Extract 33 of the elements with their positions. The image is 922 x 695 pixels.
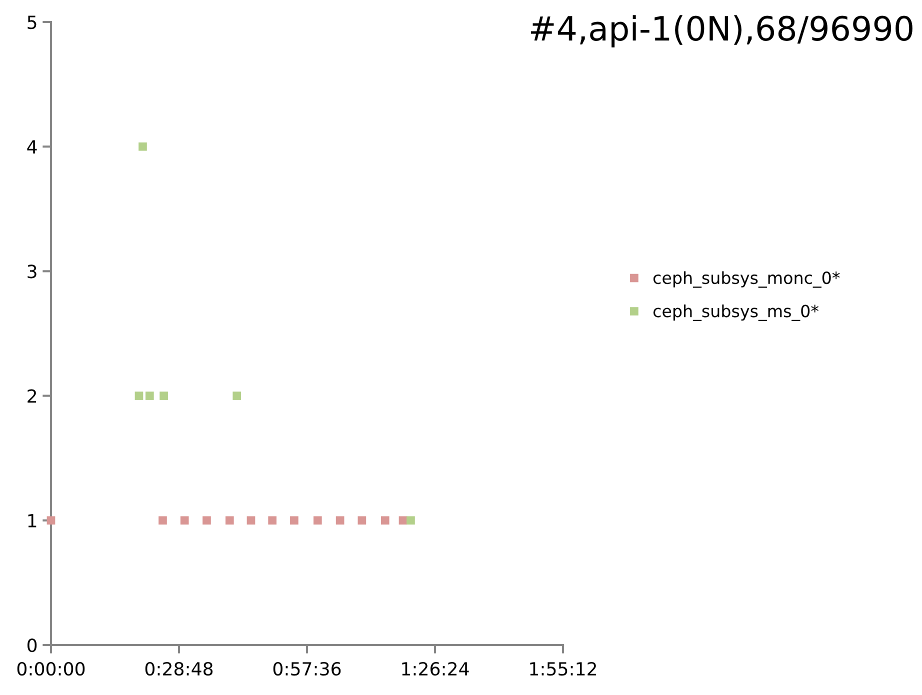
legend-label: ceph_subsys_ms_0*: [653, 304, 819, 322]
point: [180, 516, 189, 525]
y-tick-label: 0: [28, 638, 37, 652]
y-tick-label: 2: [28, 389, 36, 403]
y-tick-label: 3: [28, 264, 36, 278]
point: [232, 392, 242, 400]
point: [406, 516, 415, 525]
point: [380, 516, 390, 525]
point: [358, 516, 366, 525]
point: [246, 516, 256, 525]
point: [202, 516, 211, 525]
point: [398, 516, 408, 525]
y-tick-label: 5: [28, 16, 36, 30]
point: [314, 516, 322, 525]
legend-label: ceph_subsys_monc_0*: [653, 271, 840, 288]
x-tick-label: 0:00:00: [17, 662, 85, 676]
x-tick-label: 0:57:36: [273, 662, 341, 676]
point: [138, 142, 147, 151]
point: [290, 516, 298, 525]
x-tick-label: 0:28:48: [145, 662, 213, 676]
point: [160, 392, 168, 400]
x-tick-label: 1:55:12: [530, 662, 596, 676]
y-tick-label: 4: [27, 140, 37, 154]
point: [226, 516, 234, 525]
point: [336, 516, 344, 525]
y-tick-label: 1: [28, 514, 36, 528]
point: [158, 516, 167, 525]
point: [134, 392, 144, 400]
point: [268, 516, 276, 525]
point: [46, 516, 56, 525]
point: [146, 392, 154, 400]
text: #4,api-1(0N),68/96990: [530, 15, 912, 48]
x-tick-label: 1:26:24: [402, 662, 469, 676]
